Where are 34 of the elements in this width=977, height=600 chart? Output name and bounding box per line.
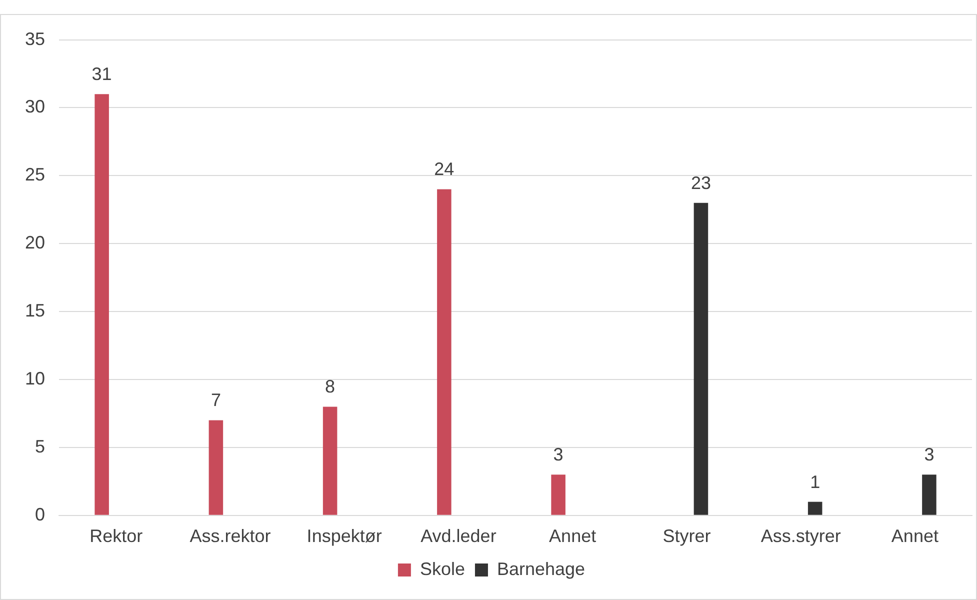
bar <box>922 474 936 515</box>
x-tick-label: Annet <box>891 526 938 546</box>
data-label: 23 <box>690 172 711 193</box>
x-tick-label: Ass.styrer <box>760 526 841 546</box>
data-label: 3 <box>924 444 934 465</box>
x-tick-label: Rektor <box>90 526 143 546</box>
data-label: 8 <box>325 376 336 397</box>
y-tick-label: 10 <box>24 368 46 388</box>
y-tick-label: 20 <box>24 232 46 253</box>
bar <box>208 420 224 515</box>
y-tick-label: 30 <box>24 96 46 117</box>
x-tick-label: Inspektør <box>306 526 382 546</box>
bar <box>94 94 109 515</box>
data-label: 24 <box>434 159 454 180</box>
data-label: 3 <box>553 444 564 465</box>
legend-label: Barnehage <box>496 558 586 579</box>
legend-label: Skole <box>420 558 465 579</box>
y-tick-label: 0 <box>35 504 46 524</box>
y-tick-label: 25 <box>24 164 46 185</box>
data-label: 31 <box>92 64 112 84</box>
x-tick-label: Ass.rektor <box>190 526 271 546</box>
bar <box>322 406 338 515</box>
bar <box>694 202 708 515</box>
bar <box>808 502 822 515</box>
x-tick-label: Annet <box>549 526 596 546</box>
y-tick-label: 15 <box>24 300 46 321</box>
x-tick-label: Avd.leder <box>420 526 496 546</box>
y-tick-label: 5 <box>35 436 46 456</box>
data-label: 7 <box>210 390 221 410</box>
bar <box>437 189 452 515</box>
x-tick-label: Styrer <box>662 526 711 546</box>
y-tick-label: 35 <box>24 28 46 49</box>
data-label: 1 <box>810 472 820 492</box>
bar <box>551 474 566 515</box>
